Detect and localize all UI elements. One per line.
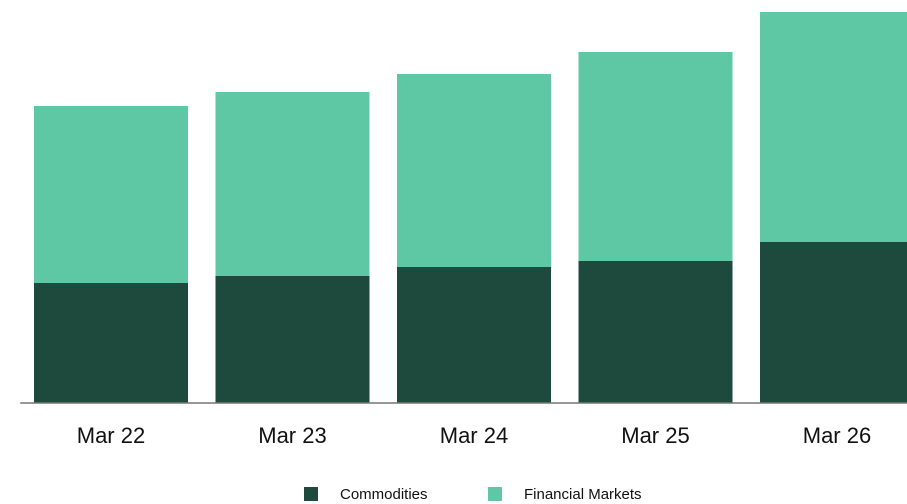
legend-label: Financial Markets — [524, 486, 642, 503]
bar-segment — [760, 12, 907, 242]
bar-segment — [397, 74, 551, 267]
bar-segment — [34, 283, 188, 403]
bar-segment — [215, 92, 370, 276]
legend-swatch — [304, 487, 318, 501]
bar-segment — [578, 261, 733, 403]
bar-segment — [578, 52, 733, 261]
x-tick-label: Mar 22 — [77, 423, 145, 448]
bar-segment — [215, 276, 370, 403]
x-tick-label: Mar 26 — [803, 423, 871, 448]
x-tick-label: Mar 23 — [258, 423, 326, 448]
x-tick-label: Mar 24 — [440, 423, 508, 448]
bar-segment — [760, 242, 907, 403]
x-tick-label: Mar 25 — [621, 423, 689, 448]
bar-segment — [34, 106, 188, 283]
legend-swatch — [488, 487, 502, 501]
bar-segment — [397, 267, 551, 403]
legend-label: Commodities — [340, 486, 428, 503]
